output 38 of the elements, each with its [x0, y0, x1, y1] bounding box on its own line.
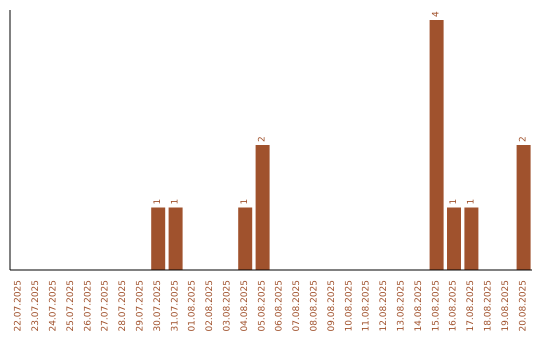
data-label: 1 — [466, 198, 476, 204]
x-tick-label: 14.08.2025 — [414, 280, 424, 332]
x-tick-label: 15.08.2025 — [431, 280, 442, 332]
x-tick-label: 06.08.2025 — [274, 280, 285, 332]
data-label: 1 — [449, 198, 459, 204]
x-tick-label: 18.08.2025 — [484, 280, 494, 332]
x-tick-label: 31.07.2025 — [170, 280, 180, 332]
x-tick-label: 07.08.2025 — [292, 280, 302, 332]
data-label: 2 — [258, 136, 268, 142]
x-tick-label: 26.07.2025 — [83, 280, 94, 332]
x-tick-label: 20.08.2025 — [518, 280, 528, 332]
x-tick-label: 02.08.2025 — [205, 280, 216, 332]
x-tick-label: 24.07.2025 — [48, 280, 58, 332]
x-tick-label: 05.08.2025 — [257, 280, 268, 332]
x-tick-label: 17.08.2025 — [466, 280, 476, 332]
x-tick-label: 28.07.2025 — [118, 280, 128, 332]
x-tick-label: 13.08.2025 — [396, 280, 406, 332]
x-tick-label: 01.08.2025 — [188, 280, 198, 332]
x-tick-label: 03.08.2025 — [222, 280, 232, 332]
data-label: 1 — [240, 198, 250, 204]
x-tick-label: 25.07.2025 — [66, 280, 76, 332]
x-tick-label: 23.07.2025 — [31, 280, 42, 332]
x-tick-label: 08.08.2025 — [310, 280, 320, 332]
x-tick-label: 04.08.2025 — [240, 280, 250, 332]
x-tick-label: 29.07.2025 — [136, 280, 146, 332]
x-tick-label: 27.07.2025 — [100, 280, 111, 332]
x-tick-label: 19.08.2025 — [500, 280, 511, 332]
data-label: 4 — [432, 11, 442, 17]
x-tick-label: 12.08.2025 — [379, 280, 390, 332]
x-tick-label: 16.08.2025 — [448, 280, 459, 332]
x-tick-label: 10.08.2025 — [344, 280, 354, 332]
x-tick-label: 09.08.2025 — [326, 280, 337, 332]
x-tick-label: 11.08.2025 — [362, 280, 372, 332]
x-tick-label: 30.07.2025 — [152, 280, 163, 332]
x-tick-label: 22.07.2025 — [14, 280, 24, 332]
data-label: 1 — [153, 198, 164, 204]
data-label: 2 — [518, 136, 529, 142]
data-label: 1 — [170, 198, 181, 204]
